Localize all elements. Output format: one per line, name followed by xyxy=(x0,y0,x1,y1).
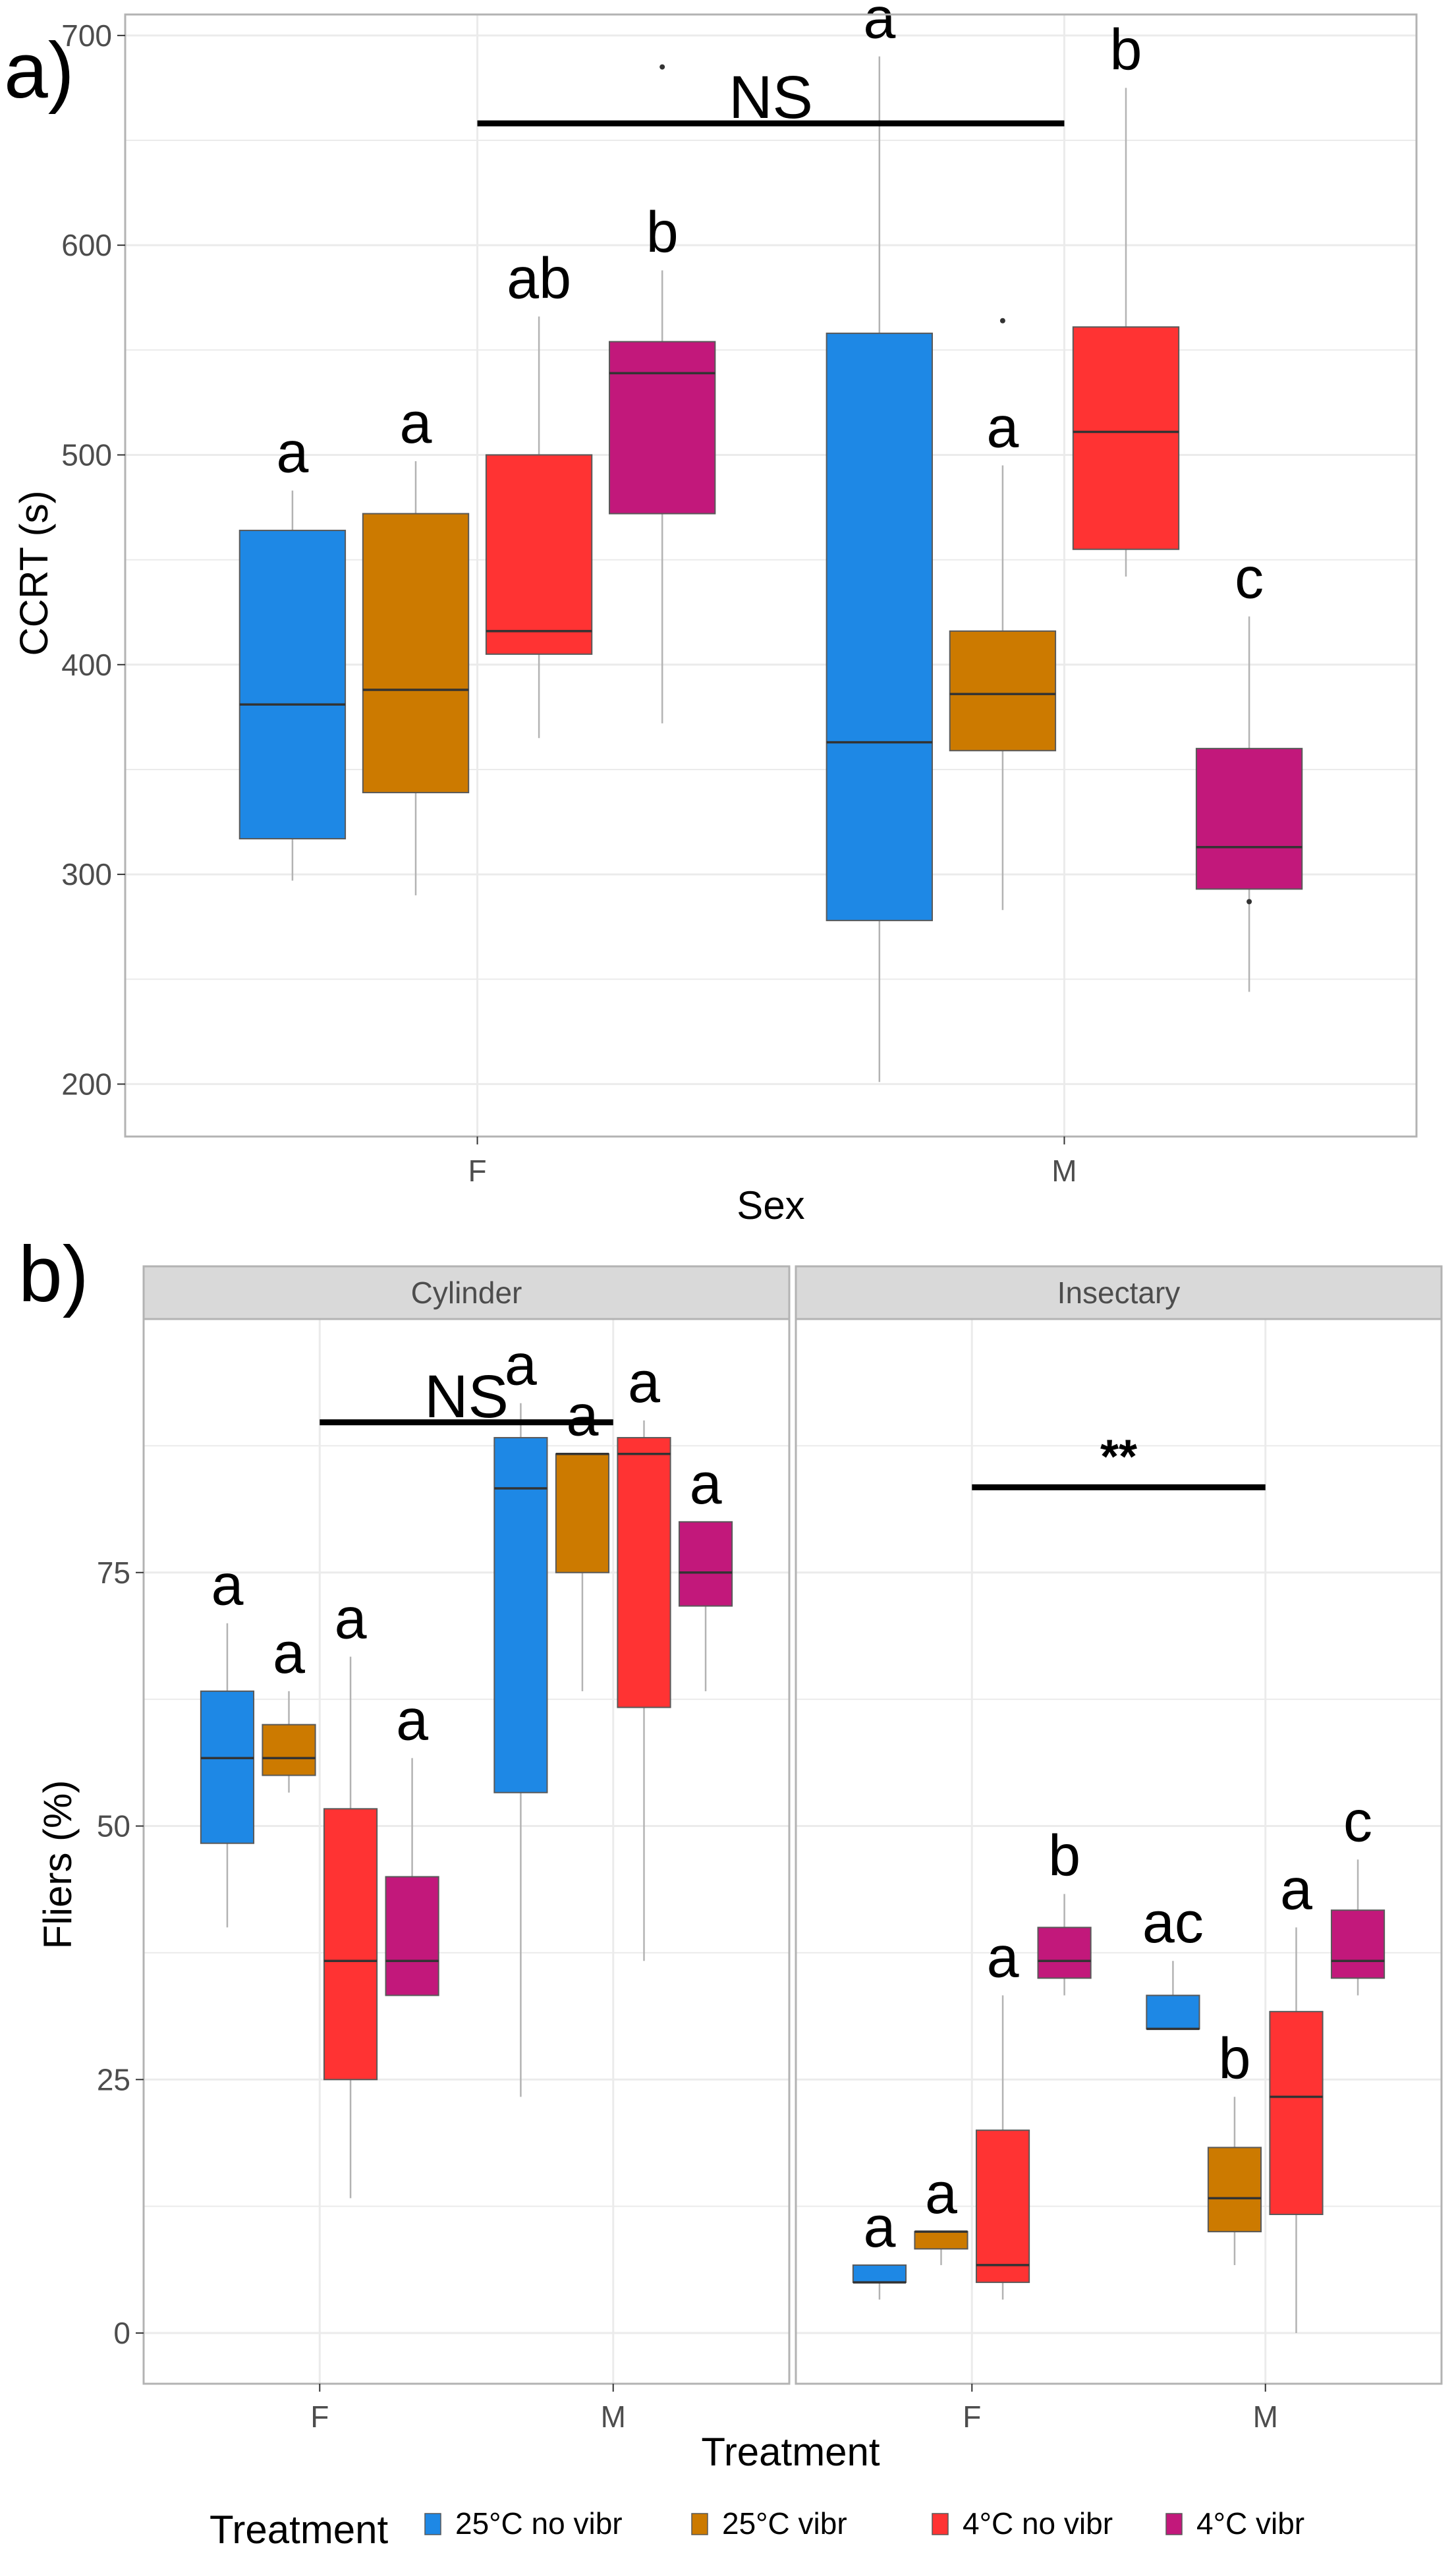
group-letter: b xyxy=(646,199,679,264)
group-letter: c xyxy=(1343,1788,1372,1853)
group-letter: a xyxy=(396,1687,428,1752)
group-letter: a xyxy=(863,2194,895,2259)
box-t4_no_vibr xyxy=(323,1808,378,2081)
x-tick-label: F xyxy=(963,2400,981,2434)
group-letter: a xyxy=(276,420,308,485)
group-letter: a xyxy=(400,390,432,455)
legend-item-label: 25°C no vibr xyxy=(455,2506,623,2541)
legend-item-label: 4°C vibr xyxy=(1196,2506,1304,2541)
facet-strip-label: Insectary xyxy=(1057,1276,1181,1310)
y-tick-label: 600 xyxy=(61,228,112,262)
x-axis-title: Treatment xyxy=(701,2430,880,2474)
box-t25_no_vibr xyxy=(1146,1994,1200,2030)
box-t25_no_vibr xyxy=(826,332,933,922)
panel-border xyxy=(142,1318,791,2385)
group-letter: ac xyxy=(1142,1890,1204,1955)
legend-swatch-t4_vibr xyxy=(1165,2513,1183,2535)
significance-label: NS xyxy=(424,1363,509,1430)
box-t25_vibr xyxy=(262,1724,316,1776)
box-t4_vibr xyxy=(385,1876,439,1996)
group-letter: a xyxy=(1280,1856,1312,1921)
y-tick-label: 500 xyxy=(61,437,112,472)
x-tick-label: M xyxy=(1253,2400,1278,2434)
panel-border xyxy=(124,13,1418,1138)
significance-label: NS xyxy=(729,64,813,131)
panel-label: a) xyxy=(4,26,74,115)
box-t4_vibr xyxy=(1037,1926,1092,1979)
legend-item-label: 25°C vibr xyxy=(722,2506,847,2541)
group-letter: a xyxy=(273,1620,305,1685)
x-axis-title: Sex xyxy=(737,1183,804,1227)
group-letter: a xyxy=(863,0,895,51)
box-t4_vibr xyxy=(678,1521,733,1607)
box-t4_no_vibr xyxy=(1072,326,1180,550)
group-letter: b xyxy=(1110,16,1142,82)
legend-item-label: 4°C no vibr xyxy=(963,2506,1113,2541)
box-t25_vibr xyxy=(914,2231,968,2250)
y-tick-label: 0 xyxy=(113,2316,130,2350)
panel-border xyxy=(795,1318,1443,2385)
group-letter: a xyxy=(628,1349,660,1415)
group-letter: a xyxy=(211,1552,243,1617)
outlier-point xyxy=(659,64,665,70)
y-tick-label: 300 xyxy=(61,857,112,891)
x-tick-label: M xyxy=(601,2400,626,2434)
box-t25_no_vibr xyxy=(852,2264,907,2284)
box-t25_vibr xyxy=(1207,2147,1262,2233)
box-t4_no_vibr xyxy=(485,454,593,655)
box-t4_vibr xyxy=(1330,1909,1386,1979)
group-letter: a xyxy=(505,1332,537,1397)
y-tick-label: 50 xyxy=(97,1809,130,1843)
y-tick-label: 200 xyxy=(61,1067,112,1101)
box-t4_no_vibr xyxy=(975,2129,1030,2284)
y-tick-label: 25 xyxy=(97,2062,130,2096)
x-tick-label: F xyxy=(310,2400,329,2434)
box-t25_no_vibr xyxy=(200,1690,255,1844)
box-t25_vibr xyxy=(555,1453,610,1573)
box-t4_no_vibr xyxy=(617,1437,671,1708)
legend-swatch-t25_vibr xyxy=(691,2513,708,2535)
facet-strip-label: Cylinder xyxy=(411,1276,522,1310)
box-t4_vibr xyxy=(1195,748,1303,890)
group-letter: c xyxy=(1235,546,1264,611)
group-letter: a xyxy=(986,394,1019,459)
legend: Treatment 25°C no vibr 25°C vibr 4°C no vib… xyxy=(210,2506,1304,2552)
facet-strip xyxy=(795,1265,1443,1320)
box-t25_vibr xyxy=(949,630,1057,752)
box-t25_no_vibr xyxy=(238,530,347,839)
group-letter: b xyxy=(1218,2025,1250,2091)
group-letter: a xyxy=(987,1925,1019,1990)
group-letter: a xyxy=(335,1586,367,1651)
legend-swatch-t25_no_vibr xyxy=(424,2513,441,2535)
y-tick-label: 700 xyxy=(61,18,112,53)
outlier-point xyxy=(1246,899,1252,905)
box-t4_no_vibr xyxy=(1269,2011,1324,2215)
legend-swatch-t4_no_vibr xyxy=(932,2513,949,2535)
group-letter: b xyxy=(1048,1823,1080,1888)
x-tick-label: F xyxy=(468,1154,486,1188)
y-tick-label: 75 xyxy=(97,1556,130,1590)
y-axis-title: CCRT (s) xyxy=(12,490,56,656)
y-tick-label: 400 xyxy=(61,648,112,682)
significance-label: ** xyxy=(1100,1430,1137,1483)
panel-a: a a a a ab b b c NS 200 300 400 500 600 700 F M Sex CCRT (… xyxy=(4,0,1418,1227)
box-t4_vibr xyxy=(609,341,716,515)
y-axis-title: Fliers (%) xyxy=(36,1780,80,1950)
group-letter: a xyxy=(566,1383,598,1448)
x-tick-label: M xyxy=(1051,1154,1077,1188)
panel-label: b) xyxy=(18,1230,89,1318)
outlier-point xyxy=(999,318,1005,323)
legend-title: Treatment xyxy=(210,2508,389,2552)
group-letter: a xyxy=(925,2160,957,2226)
box-t25_vibr xyxy=(362,513,470,793)
group-letter: a xyxy=(690,1451,722,1516)
group-letter: ab xyxy=(507,245,571,310)
box-t25_no_vibr xyxy=(493,1437,548,1793)
